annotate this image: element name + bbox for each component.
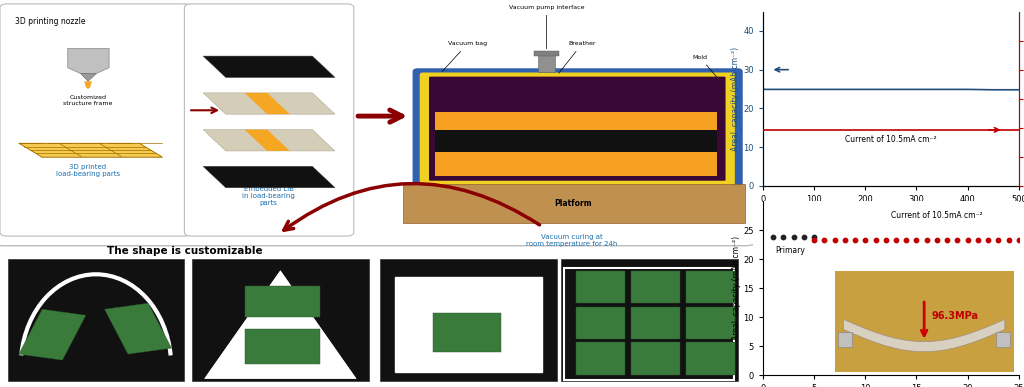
Text: The shape is customizable: The shape is customizable (106, 246, 262, 256)
Polygon shape (84, 81, 92, 89)
Bar (564, 268, 734, 380)
Bar (686, 342, 734, 375)
Text: 3D printed
load-bearing parts: 3D printed load-bearing parts (56, 164, 120, 178)
Point (857, 237, 873, 243)
Text: Customized
structure frame: Customized structure frame (63, 95, 113, 106)
Bar (575, 271, 625, 303)
Bar (245, 286, 319, 317)
FancyArrowPatch shape (358, 110, 402, 122)
Bar (575, 307, 625, 339)
Point (806, 236, 822, 243)
Bar (631, 342, 680, 375)
Text: Mold: Mold (692, 55, 717, 77)
Bar (686, 307, 734, 339)
Y-axis label: Areal  capacity (mAh cm⁻²): Areal capacity (mAh cm⁻²) (731, 46, 740, 151)
Point (959, 237, 976, 243)
Point (929, 237, 945, 243)
Y-axis label: Areal  capacity (mAh cm⁻²): Areal capacity (mAh cm⁻²) (731, 236, 740, 341)
FancyBboxPatch shape (0, 4, 191, 236)
Bar (539, 54, 555, 72)
Polygon shape (203, 93, 335, 114)
Text: Vacuum curing at
room temperature for 24h: Vacuum curing at room temperature for 24… (526, 234, 617, 247)
Bar (402, 184, 745, 223)
Point (970, 237, 986, 243)
Bar (380, 259, 557, 381)
Polygon shape (245, 130, 290, 151)
Point (847, 237, 863, 243)
Text: Platform: Platform (555, 199, 592, 208)
Text: Sealant: Sealant (684, 127, 713, 143)
Point (939, 237, 955, 243)
Bar (534, 51, 559, 56)
FancyBboxPatch shape (414, 70, 741, 188)
FancyBboxPatch shape (0, 0, 757, 246)
Bar (435, 130, 717, 152)
Point (837, 237, 853, 243)
Point (980, 237, 996, 243)
Bar (395, 277, 542, 372)
Polygon shape (245, 93, 290, 114)
Bar (7, 259, 184, 381)
Bar (191, 259, 369, 381)
Text: Embedded LIB
in load-bearing
parts: Embedded LIB in load-bearing parts (243, 186, 295, 206)
Point (816, 237, 833, 243)
Bar (18, 309, 86, 360)
Bar (435, 112, 717, 176)
Point (908, 237, 925, 243)
Point (765, 234, 781, 240)
Polygon shape (203, 56, 335, 77)
Bar (104, 303, 172, 354)
Text: Vacuum pump interface: Vacuum pump interface (509, 5, 584, 49)
Text: Vacuum bag: Vacuum bag (442, 41, 487, 72)
Bar (631, 307, 680, 339)
Polygon shape (203, 166, 335, 188)
Polygon shape (68, 48, 110, 74)
Bar (631, 271, 680, 303)
Bar (245, 329, 319, 364)
Polygon shape (203, 130, 335, 151)
Point (949, 237, 966, 243)
Bar (433, 313, 501, 352)
Point (826, 237, 843, 243)
Polygon shape (81, 74, 96, 81)
Point (806, 234, 822, 240)
Bar (561, 259, 737, 381)
Point (990, 237, 1007, 243)
Text: Current of 10.5mA cm⁻²: Current of 10.5mA cm⁻² (891, 211, 983, 220)
Point (775, 234, 792, 240)
Text: Breather: Breather (559, 41, 596, 73)
Point (796, 234, 812, 240)
Point (919, 237, 935, 243)
FancyBboxPatch shape (421, 74, 734, 184)
Point (898, 237, 914, 243)
Text: Primary: Primary (775, 246, 805, 255)
Point (1011, 237, 1024, 243)
FancyBboxPatch shape (429, 77, 726, 181)
X-axis label: Cycle number: Cycle number (859, 207, 923, 216)
Point (1000, 237, 1017, 243)
Polygon shape (207, 273, 353, 377)
Point (785, 234, 802, 240)
Point (878, 237, 894, 243)
Bar (575, 342, 625, 375)
Point (867, 237, 884, 243)
Polygon shape (18, 143, 162, 157)
Text: 3D printing nozzle: 3D printing nozzle (15, 17, 86, 26)
FancyBboxPatch shape (184, 4, 353, 236)
Text: Diaphragm: Diaphragm (673, 94, 714, 109)
Point (888, 237, 904, 243)
Bar (686, 271, 734, 303)
Text: Current of 10.5mA cm⁻²: Current of 10.5mA cm⁻² (845, 135, 937, 144)
